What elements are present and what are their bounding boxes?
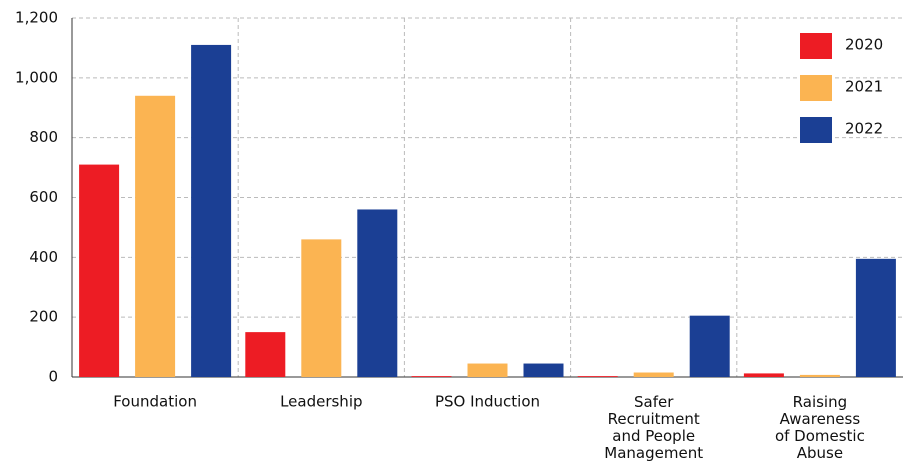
- legend-label: 2022: [845, 120, 883, 138]
- legend-swatch: [800, 117, 832, 143]
- bar: [411, 376, 452, 377]
- x-tick-label: PSO Induction: [435, 393, 540, 411]
- legend-swatch: [800, 75, 832, 101]
- bar: [191, 44, 232, 378]
- y-tick-label: 800: [29, 128, 58, 146]
- y-tick-label: 600: [29, 188, 58, 206]
- x-tick-label: Foundation: [113, 393, 197, 411]
- bar: [357, 209, 398, 377]
- bar: [301, 239, 342, 377]
- bar: [135, 95, 176, 378]
- bar: [467, 363, 508, 377]
- bar: [743, 373, 784, 377]
- bar: [855, 258, 896, 377]
- legend-swatch: [800, 33, 832, 59]
- bar: [633, 372, 674, 377]
- x-tick-label: Raising Awareness of Domestic Abuse: [775, 393, 865, 462]
- y-tick-label: 200: [29, 308, 58, 326]
- x-tick-label: Safer Recruitment and People Management: [604, 393, 703, 462]
- y-tick-label: 1,000: [15, 68, 58, 86]
- bar: [689, 315, 730, 377]
- legend-label: 2021: [845, 78, 883, 96]
- bar: [79, 164, 120, 377]
- x-tick-label: Leadership: [280, 393, 362, 411]
- legend-label: 2020: [845, 36, 883, 54]
- y-tick-label: 400: [29, 248, 58, 266]
- y-tick-label: 0: [48, 368, 58, 386]
- bar: [523, 363, 564, 377]
- bar: [245, 332, 286, 377]
- bar: [577, 376, 618, 377]
- bar: [799, 374, 840, 377]
- y-tick-label: 1,200: [15, 9, 58, 27]
